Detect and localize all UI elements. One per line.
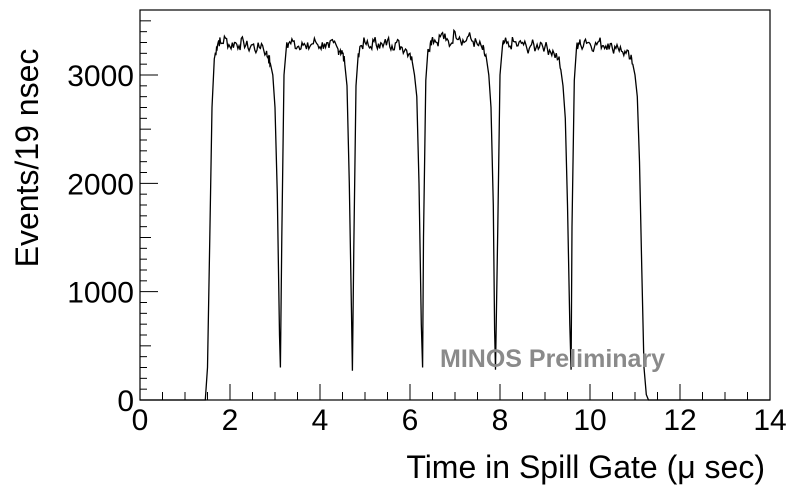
- x-tick-label: 2: [222, 404, 239, 437]
- minos-preliminary-watermark: MINOS Preliminary: [440, 345, 665, 373]
- x-axis-ticks: [139, 384, 771, 400]
- plot-frame: [139, 9, 771, 401]
- y-axis-ticks: [140, 9, 158, 401]
- x-tick-label: 6: [402, 404, 419, 437]
- x-tick-label: 8: [492, 404, 509, 437]
- y-tick-label: 0: [117, 385, 134, 418]
- y-axis-tick-labels: 0 1000 2000 3000: [67, 60, 134, 418]
- y-tick-label: 3000: [67, 60, 134, 93]
- x-axis-tick-labels: 0 2 4 6 8 10 12 14: [132, 404, 787, 437]
- x-tick-label: 4: [312, 404, 329, 437]
- series-layer: [140, 28, 770, 401]
- series-line-0: [140, 28, 770, 401]
- y-tick-label: 1000: [67, 277, 134, 310]
- y-tick-label: 2000: [67, 168, 134, 201]
- x-tick-label: 14: [753, 404, 786, 437]
- plot-border: [139, 9, 771, 401]
- x-axis-title: Time in Spill Gate (μ sec): [406, 449, 765, 485]
- x-tick-label: 10: [573, 404, 606, 437]
- x-tick-label: 0: [132, 404, 149, 437]
- y-axis-title: Events/19 nsec: [9, 49, 45, 268]
- x-tick-label: 12: [663, 404, 696, 437]
